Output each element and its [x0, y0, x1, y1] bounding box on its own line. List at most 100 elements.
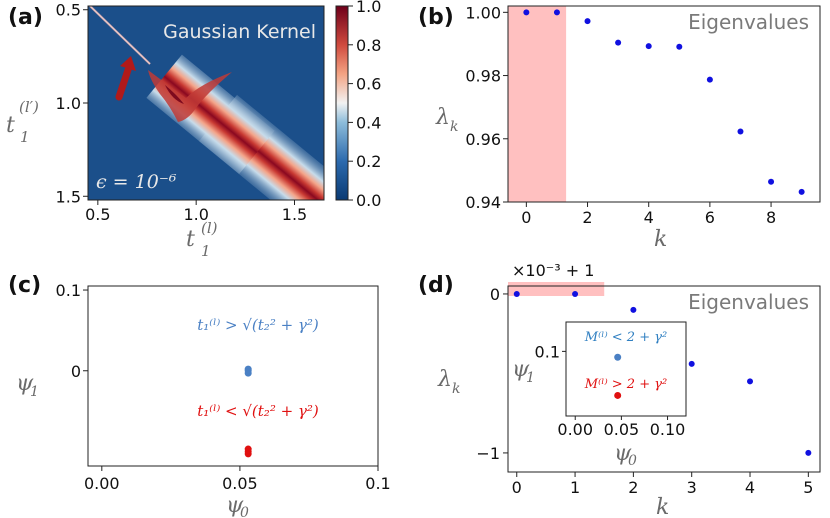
panel-c-xlabel-sub: 0	[240, 505, 249, 518]
y-tick-label: 1.00	[465, 3, 501, 22]
heatmap-star-core	[165, 85, 184, 104]
heatmap-band-upper	[146, 54, 275, 175]
data-point	[798, 188, 805, 195]
red-data-point	[244, 450, 252, 458]
inset-xlabel: ψ	[614, 441, 632, 466]
colorbar-tick-label: 0.0	[356, 191, 381, 210]
panel-b-ticks: 0 2 4 6 8 0.94 0.96 0.98 1.00	[465, 3, 776, 227]
x-tick-label: 8	[766, 208, 776, 227]
colorbar-ticks: 0.0 0.2 0.4 0.6 0.8 1.0	[348, 0, 381, 210]
panel-b-frame	[507, 5, 821, 203]
x-tick-label: 0	[512, 478, 522, 497]
panel-b-points	[523, 9, 805, 195]
x-tick-label: 0	[521, 208, 531, 227]
x-tick-label: 0.1	[365, 474, 390, 493]
x-tick-label: 2	[582, 208, 592, 227]
x-tick-label: 6	[705, 208, 715, 227]
colorbar-tick-label: 0.8	[356, 36, 381, 55]
data-point	[513, 290, 520, 297]
data-point	[688, 360, 695, 367]
inset-ticks: 0.00 0.05 0.10 0.1	[535, 342, 686, 439]
x-tick-label: 0.00	[84, 474, 120, 493]
panel-d-frame	[507, 285, 821, 473]
inset-y-tick-label: 0.1	[535, 342, 560, 361]
panel-b-xlabel: k	[654, 227, 667, 252]
panel-a-xlabel-sup: (l)	[201, 219, 218, 237]
panel-c-frame	[87, 285, 379, 467]
x-tick-label: 1.0	[183, 205, 208, 224]
y-tick-label: 1.5	[56, 187, 81, 206]
colorbar-tick-label: 0.2	[356, 152, 381, 171]
inset-x-tick-label: 0.05	[604, 420, 640, 439]
inset-x-tick-label: 0.00	[557, 420, 593, 439]
panel-c-points	[244, 365, 252, 458]
panel-c-label: (c)	[8, 273, 41, 298]
x-tick-label: 4	[745, 478, 755, 497]
heatmap-star	[148, 70, 232, 122]
inset-condition-blue: M⁽ˡ⁾ < 2 + γ²	[584, 330, 667, 345]
panel-b-ylabel-sub: k	[450, 119, 458, 135]
x-tick-label: 5	[803, 478, 813, 497]
y-tick-label: −1	[476, 444, 500, 463]
panel-b: (b) Eigenvalues 0 2 4 6 80.940.960.981.00 λ …	[418, 3, 821, 252]
data-point	[747, 378, 754, 385]
inset-ylabel: ψ	[512, 357, 530, 382]
panel-d-ticks: 0 1 2 3 4 5 −1 0	[476, 285, 813, 497]
data-point	[676, 43, 683, 50]
panel-a-ticks: 0.5 1.0 1.50.51.01.5	[56, 1, 308, 224]
panel-a-xlabel: t	[186, 227, 195, 252]
panel-a-ylabel-sub: 1	[20, 128, 30, 146]
data-point	[645, 43, 652, 50]
panel-b-label: (b)	[418, 5, 454, 30]
y-tick-label: 0	[490, 285, 500, 304]
epsilon-label: ϵ = 10⁻⁶	[96, 171, 177, 193]
data-point	[805, 449, 812, 456]
heatmap-title: Gaussian Kernel	[163, 21, 316, 43]
y-tick-label: 0.94	[465, 193, 501, 212]
x-tick-label: 4	[644, 208, 654, 227]
data-point	[630, 306, 637, 313]
x-tick-label: 0.05	[222, 474, 258, 493]
y-tick-label: 0.98	[465, 67, 501, 86]
inset-red-data-point	[614, 391, 622, 399]
panel-d: (d) ×10⁻³ + 1 Eigenvalues 0 1 2 3 4 5 −1 0 0.00…	[418, 261, 821, 518]
x-tick-label: 1.5	[282, 205, 307, 224]
inset-xlabel-sub: 0	[628, 453, 637, 469]
x-tick-label: 2	[628, 478, 638, 497]
panel-d-label: (d)	[418, 273, 454, 298]
panel-d-xlabel: k	[656, 495, 669, 518]
data-point	[737, 128, 744, 135]
condition-red: t₁⁽ˡ⁾ < √(t₂² + γ²)	[197, 402, 319, 420]
data-point	[768, 178, 775, 185]
colorbar-tick-label: 0.4	[356, 113, 381, 132]
panel-d-ylabel: λ	[437, 367, 452, 392]
panel-a-xlabel-sub: 1	[201, 242, 211, 260]
panel-a-ylabel: t	[6, 113, 15, 138]
highlight-region	[508, 282, 605, 296]
panel-d-annotation: Eigenvalues	[688, 290, 809, 314]
y-tick-label: 0.5	[56, 1, 81, 20]
data-point	[706, 76, 713, 83]
x-tick-label: 0.5	[85, 205, 110, 224]
inset-x-tick-label: 0.10	[650, 420, 686, 439]
panel-d-ylabel-sub: k	[452, 381, 460, 397]
panel-c-ylabel: ψ	[16, 371, 34, 396]
offset-label: ×10⁻³ + 1	[512, 261, 594, 280]
data-point	[553, 9, 560, 16]
panel-a-ylabel-sup: (l′)	[19, 98, 39, 116]
condition-blue: t₁⁽ˡ⁾ > √(t₂² + γ²)	[197, 316, 319, 334]
blue-data-point	[244, 369, 252, 377]
inset-ylabel-sub: 1	[526, 370, 535, 386]
inset-blue-data-point	[614, 353, 622, 361]
x-tick-label: 3	[687, 478, 697, 497]
inset-frame	[565, 321, 687, 417]
y-tick-label: 0.1	[56, 281, 81, 300]
heatmap	[88, 6, 324, 200]
panel-c: (c) 0.00 0.05 0.100.1 t₁⁽ˡ⁾ > √(t₂² + γ²) …	[8, 273, 391, 518]
y-tick-label: 1.0	[56, 94, 81, 113]
panel-b-annotation: Eigenvalues	[688, 10, 809, 34]
data-point	[584, 18, 591, 25]
y-tick-label: 0	[71, 362, 81, 381]
colorbar-tick-label: 0.6	[356, 75, 381, 94]
